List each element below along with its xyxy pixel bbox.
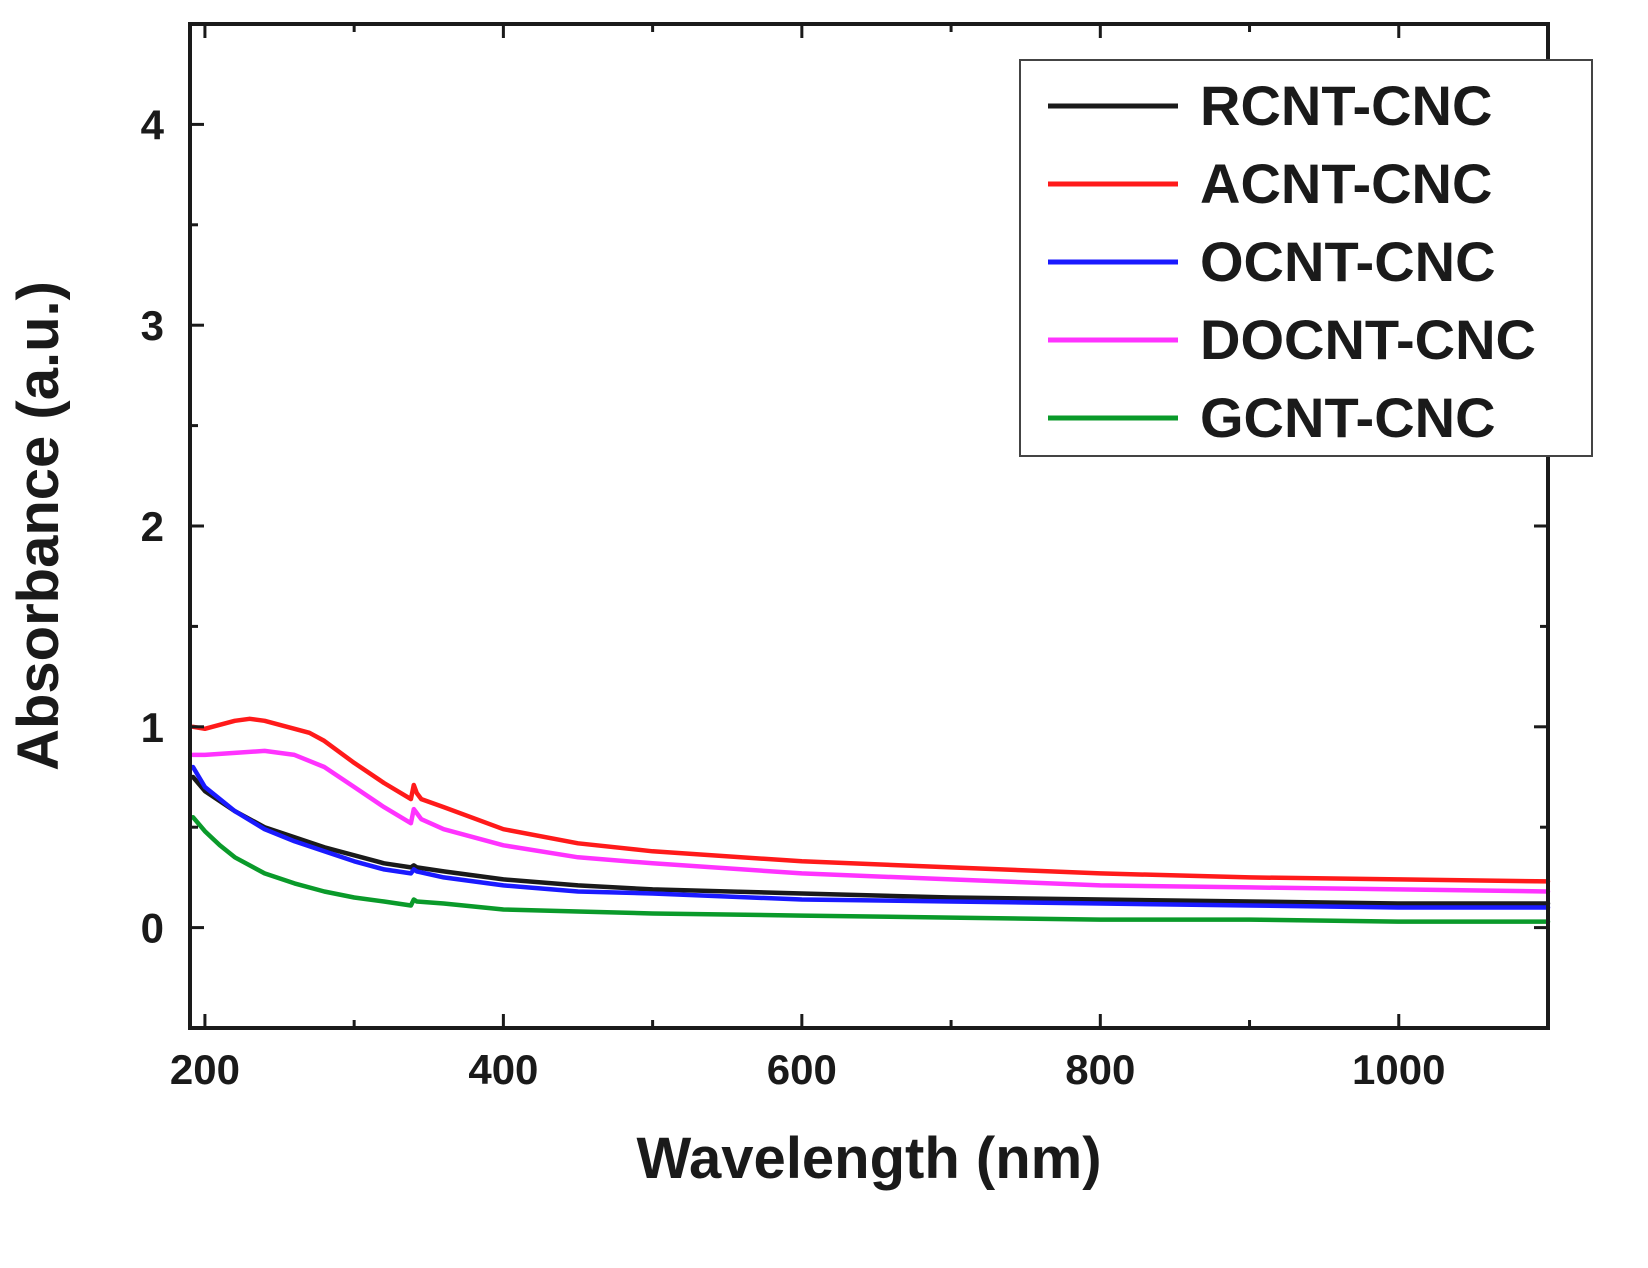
- y-tick-label: 1: [141, 704, 164, 751]
- y-tick-label: 4: [141, 101, 165, 148]
- y-axis-title: Absorbance (a.u.): [6, 281, 71, 771]
- legend-box: [1019, 59, 1593, 457]
- series-line-docnt-cnc: [190, 748, 1551, 894]
- series-layer: [190, 716, 1551, 924]
- legend-label: OCNT-CNC: [1200, 230, 1496, 293]
- x-tick-label: 800: [1065, 1046, 1135, 1093]
- legend-label: ACNT-CNC: [1200, 152, 1492, 215]
- series-line-ocnt-cnc: [190, 764, 1551, 910]
- y-tick-label: 3: [141, 302, 164, 349]
- y-tick-label: 2: [141, 503, 164, 550]
- x-tick-labels: 200 400 600 800 1000: [170, 1046, 1446, 1093]
- series-line-rcnt-cnc: [190, 774, 1551, 906]
- x-tick-label: 600: [767, 1046, 837, 1093]
- x-axis-title: Wavelength (nm): [636, 1126, 1101, 1191]
- axis-ticks: [190, 24, 1548, 1030]
- legend: RCNT-CNC ACNT-CNC OCNT-CNC DOCNT-CNC GCNT-CN…: [1019, 59, 1593, 457]
- y-tick-label: 0: [141, 905, 164, 952]
- y-tick-labels: 0 1 2 3 4: [141, 101, 165, 951]
- legend-label: RCNT-CNC: [1200, 74, 1492, 137]
- series-line-gcnt-cnc: [190, 814, 1551, 924]
- x-tick-label: 400: [468, 1046, 538, 1093]
- series-line-acnt-cnc: [190, 716, 1551, 884]
- legend-label: DOCNT-CNC: [1200, 308, 1536, 371]
- x-tick-label: 1000: [1352, 1046, 1445, 1093]
- legend-label: GCNT-CNC: [1200, 386, 1496, 449]
- x-tick-label: 200: [170, 1046, 240, 1093]
